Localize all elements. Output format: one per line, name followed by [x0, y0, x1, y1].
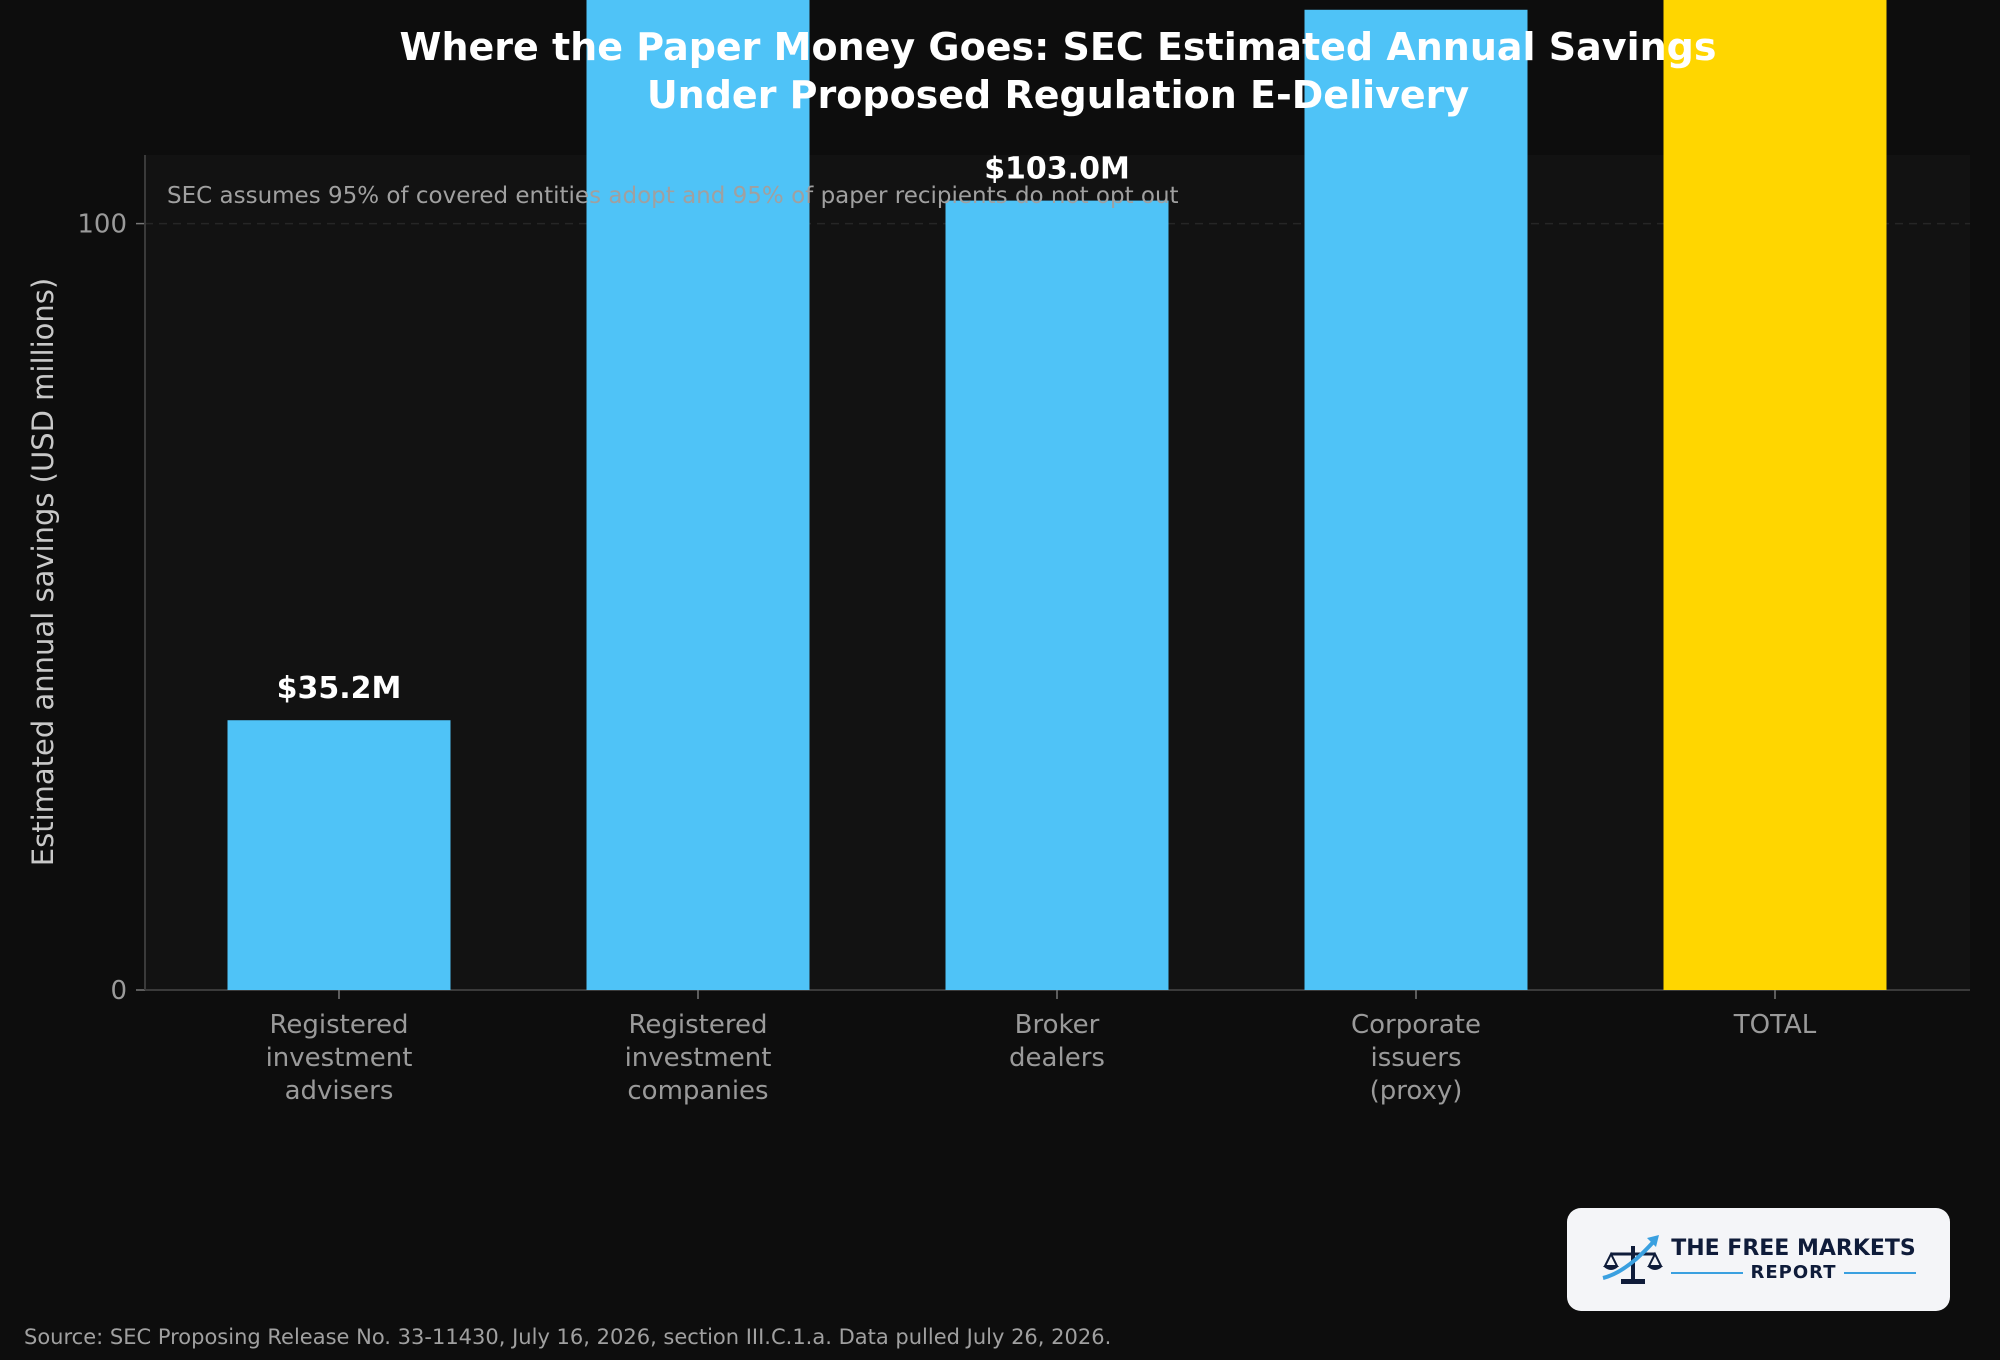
x-tick-label: Registered investment advisers — [266, 1010, 413, 1106]
chart-title-line-2: Under Proposed Regulation E-Delivery — [647, 73, 1470, 117]
x-tick-label-line: Corporate — [1351, 1010, 1481, 1040]
x-tick-label-line: Registered — [270, 1010, 409, 1040]
x-tick-label: Registered investment companies — [625, 1010, 772, 1106]
chart-annotation: SEC assumes 95% of covered entities adop… — [167, 183, 1179, 209]
bar — [227, 720, 451, 990]
data-label: $35.2M — [277, 671, 402, 706]
bar — [945, 200, 1169, 990]
chart-title-line-1: Where the Paper Money Goes: SEC Estimate… — [400, 25, 1717, 69]
bar — [586, 0, 810, 990]
bars — [227, 0, 1887, 990]
y-tick-label: 0 — [110, 976, 127, 1006]
publisher-logo: THE FREE MARKETS REPORT — [1567, 1208, 1950, 1311]
x-tick-label: TOTAL — [1733, 1010, 1817, 1040]
x-tick-label: Corporate issuers (proxy) — [1351, 1010, 1481, 1106]
x-tick-label-line: issuers — [1370, 1043, 1461, 1073]
x-tick-label-line: investment — [266, 1043, 413, 1073]
x-tick-label-line: Broker — [1015, 1010, 1100, 1040]
x-tick-label-line: Registered — [629, 1010, 768, 1040]
data-labels: $35.2M$196.5M$103.0M$127.9M$462.6M — [277, 152, 1130, 707]
logo-rule-left — [1671, 1271, 1743, 1274]
bar — [1663, 0, 1887, 990]
logo-wordmark: THE FREE MARKETS REPORT — [1671, 1235, 1916, 1283]
logo-line-1: THE FREE MARKETS — [1671, 1235, 1916, 1261]
x-tick-label-line: companies — [627, 1076, 768, 1106]
x-tick-label-line: TOTAL — [1733, 1010, 1817, 1040]
x-tick-label-line: dealers — [1009, 1043, 1105, 1073]
x-tick-label: Broker dealers — [1009, 1010, 1105, 1073]
y-axis-label: Estimated annual savings (USD millions) — [26, 278, 60, 866]
scales-arrow-icon — [1602, 1234, 1664, 1284]
x-tick-label-line: (proxy) — [1370, 1076, 1463, 1106]
data-label: $103.0M — [984, 152, 1130, 187]
bar — [1304, 9, 1528, 990]
logo-line-2: REPORT — [1750, 1261, 1837, 1283]
logo-line-2-row: REPORT — [1671, 1261, 1916, 1283]
y-tick-label: 100 — [77, 210, 127, 240]
y-tick-labels: 0100200300400500 — [77, 210, 127, 1006]
source-note: Source: SEC Proposing Release No. 33-114… — [24, 1325, 1111, 1349]
x-tick-label-line: investment — [625, 1043, 772, 1073]
logo-rule-right — [1844, 1271, 1916, 1274]
x-tick-label-line: advisers — [285, 1076, 394, 1106]
